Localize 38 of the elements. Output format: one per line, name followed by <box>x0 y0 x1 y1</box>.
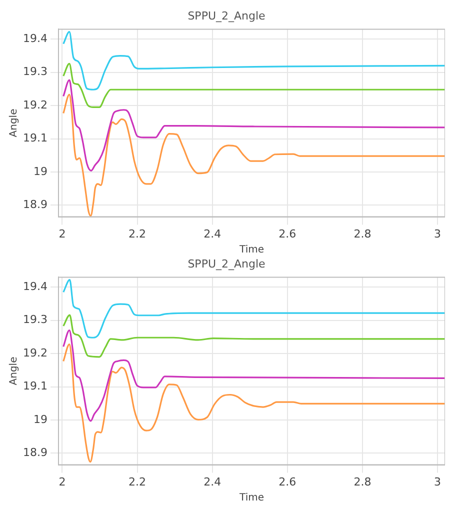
chart-title: SPPU_2_Angle <box>188 9 266 22</box>
x-tick-label: 2.6 <box>278 475 296 488</box>
y-tick-label: 19 <box>33 164 48 178</box>
line-series <box>62 31 445 90</box>
x-tick-label: 3 <box>434 227 441 240</box>
x-tick-label: 2.4 <box>204 475 222 488</box>
x-tick-label: 2 <box>58 227 66 240</box>
y-tick-label: 19.4 <box>22 280 48 294</box>
line-series <box>62 94 445 217</box>
x-tick-label: 2.4 <box>204 227 222 240</box>
chart-title: SPPU_2_Angle <box>188 257 266 270</box>
x-tick-label: 2.2 <box>128 475 146 488</box>
line-series <box>62 62 445 108</box>
y-tick-label: 18.9 <box>22 446 48 460</box>
y-tick-label: 19.2 <box>22 98 48 112</box>
x-tick-label: 2.8 <box>354 227 372 240</box>
y-axis-title: Angle <box>8 108 20 138</box>
x-tick-label: 2.6 <box>278 227 296 240</box>
y-tick-label: 19.3 <box>22 313 48 326</box>
x-axis-title: Time <box>238 244 264 256</box>
y-tick-label: 19.4 <box>22 32 48 46</box>
y-axis-title: Angle <box>8 356 20 386</box>
line-series <box>62 79 445 172</box>
y-tick-label: 19.2 <box>22 346 48 360</box>
y-tick-label: 19.1 <box>22 380 48 393</box>
y-tick-label: 18.9 <box>22 198 48 212</box>
line-series <box>62 314 445 358</box>
x-tick-label: 2.2 <box>128 227 146 240</box>
line-series <box>62 330 445 422</box>
y-tick-label: 19.3 <box>22 65 48 78</box>
x-axis-title: Time <box>238 492 264 504</box>
y-tick-label: 19 <box>33 412 48 426</box>
y-tick-label: 19.1 <box>22 132 48 145</box>
x-tick-label: 2 <box>58 475 66 488</box>
x-tick-label: 2.8 <box>354 475 372 488</box>
x-tick-label: 3 <box>434 475 441 488</box>
line-series <box>62 343 445 463</box>
line-series <box>62 279 445 338</box>
